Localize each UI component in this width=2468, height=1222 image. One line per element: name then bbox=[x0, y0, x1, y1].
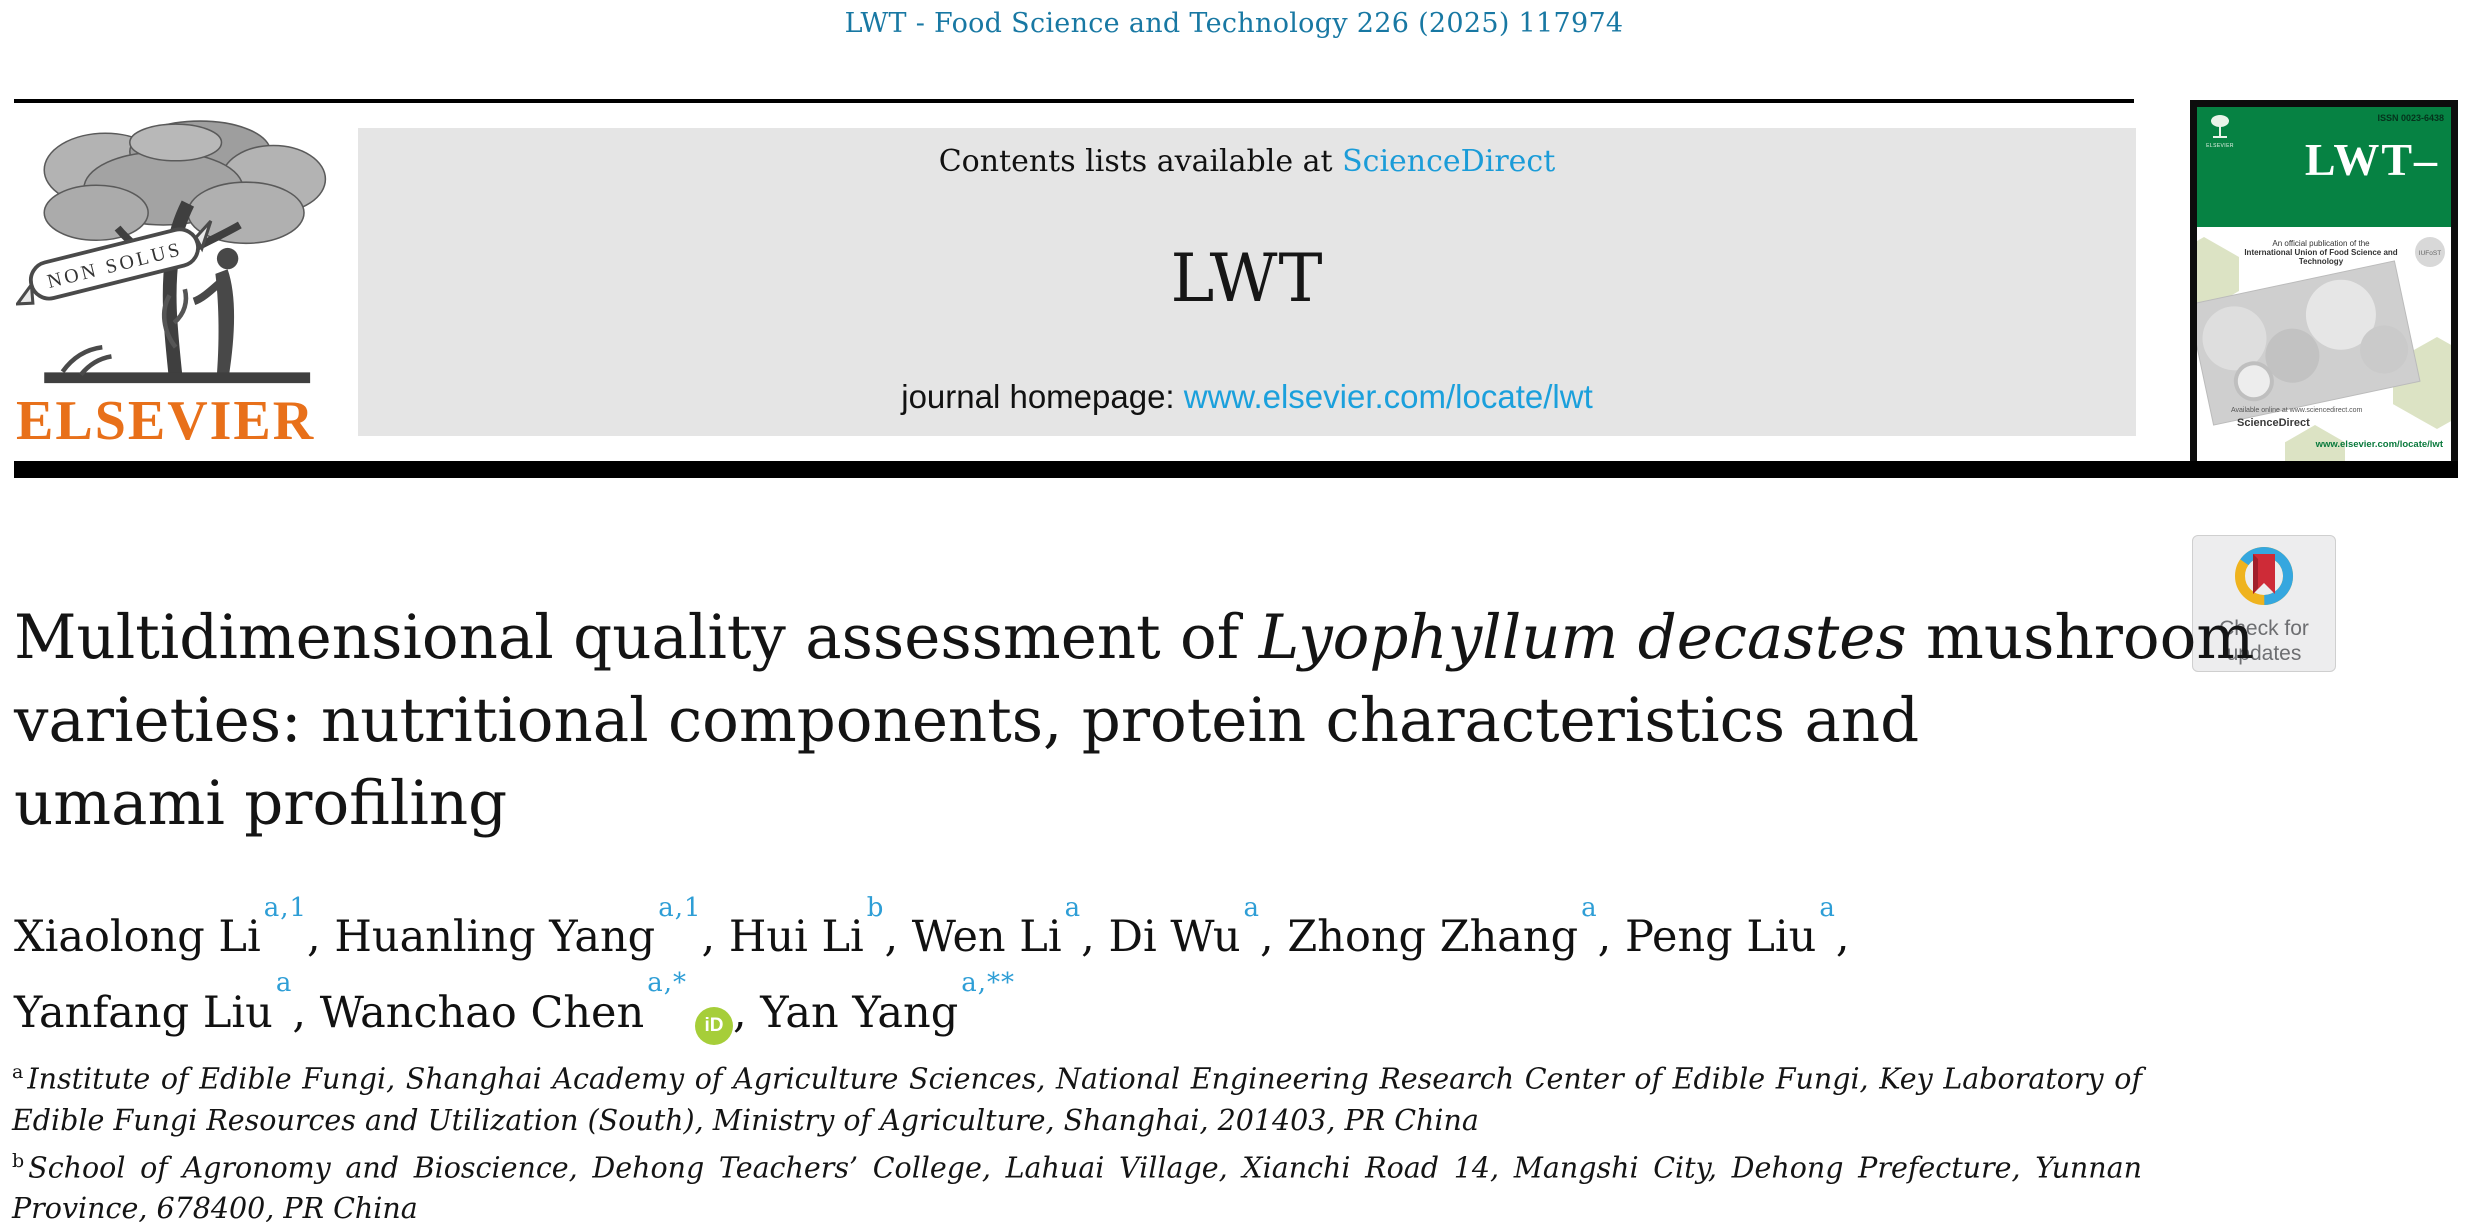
cover-url: www.elsevier.com/locate/lwt bbox=[2315, 439, 2443, 450]
author: Wen Lia, bbox=[911, 893, 1095, 963]
author-line-2: Yanfang Liua, Wanchao Chena,*iD, Yan Yan… bbox=[14, 968, 2454, 1045]
author-list: Xiaolong Lia,1, Huanling Yanga,1, Hui Li… bbox=[14, 893, 2454, 1046]
cover-header bbox=[2197, 107, 2451, 227]
check-for-updates-badge[interactable]: Check for updates bbox=[2192, 535, 2336, 672]
author-affil-marker: a,** bbox=[961, 968, 1016, 999]
author: Huanling Yanga,1, bbox=[334, 893, 716, 963]
cover-available-online: Available online at www.sciencedirect.co… bbox=[2231, 407, 2363, 414]
affiliation-text: Institute of Edible Fungi, Shanghai Acad… bbox=[12, 1062, 2142, 1137]
author-affil-marker: a bbox=[275, 968, 293, 999]
article-title: Multidimensional quality assessment of L… bbox=[14, 596, 2454, 845]
author-affil-marker: a,1 bbox=[658, 893, 702, 923]
author: Hui Lib, bbox=[728, 893, 899, 963]
affiliation-a: a Institute of Edible Fungi, Shanghai Aca… bbox=[12, 1052, 2142, 1141]
cover-note-line1: An official publication of the bbox=[2272, 239, 2370, 248]
author-affil-marker: a bbox=[1581, 893, 1598, 923]
affiliation-marker: b bbox=[12, 1149, 25, 1172]
cover-title: LWT– bbox=[2304, 134, 2439, 185]
author: Xiaolong Lia,1, bbox=[14, 893, 321, 963]
cover-elsevier-label: ELSEVIER bbox=[2206, 143, 2234, 149]
journal-name: LWT bbox=[1170, 240, 1324, 317]
author-affil-marker: a bbox=[1243, 893, 1261, 923]
homepage-line: journal homepage: www.elsevier.com/locat… bbox=[901, 378, 1593, 416]
check-for-updates-label: Check for updates bbox=[2219, 617, 2309, 665]
title-line-1: Multidimensional quality assessment of L… bbox=[14, 602, 2255, 673]
cover-sciencedirect: ScienceDirect bbox=[2237, 417, 2310, 429]
contents-prefix: Contents lists available at bbox=[938, 144, 1343, 179]
affiliation-text: School of Agronomy and Bioscience, Dehon… bbox=[12, 1151, 2142, 1222]
author-affil-marker: b bbox=[866, 893, 885, 923]
section-divider-bar bbox=[14, 461, 2458, 478]
affiliation-marker: a bbox=[12, 1061, 24, 1083]
author: Peng Liua, bbox=[1625, 893, 1850, 963]
journal-homepage-link[interactable]: www.elsevier.com/locate/lwt bbox=[1183, 378, 1593, 415]
contents-line: Contents lists available at ScienceDirec… bbox=[939, 144, 1556, 179]
author-affil-marker: a bbox=[1064, 893, 1082, 923]
cover-publication-note: An official publication of the Internati… bbox=[2223, 239, 2419, 266]
author-affil-marker: a,* bbox=[647, 968, 687, 999]
top-rule bbox=[14, 99, 2134, 103]
homepage-prefix: journal homepage: bbox=[901, 378, 1184, 415]
elsevier-logo[interactable]: NON SOLUS ELSEVIER bbox=[16, 118, 346, 453]
species-name-italic: Lyophyllum decastes bbox=[1258, 602, 1907, 673]
cover-issn: ISSN 0023-6438 bbox=[2377, 113, 2444, 123]
title-line-3: umami profiling bbox=[14, 768, 508, 839]
title-line-2: varieties: nutritional components, prote… bbox=[14, 685, 1920, 756]
cover-elsevier-mini-logo: ELSEVIER bbox=[2205, 113, 2235, 157]
iufost-logo: IUFoST bbox=[2415, 237, 2445, 267]
author: Yanfang Liua, bbox=[14, 968, 307, 1038]
affiliation-b: b School of Agronomy and Bioscience, Deho… bbox=[12, 1141, 2142, 1222]
journal-citation-link[interactable]: LWT - Food Science and Technology 226 (2… bbox=[844, 8, 1624, 39]
author: Wanchao Chena,*iD, bbox=[320, 968, 747, 1045]
journal-banner: Contents lists available at ScienceDirec… bbox=[358, 128, 2136, 436]
author-line-1: Xiaolong Lia,1, Huanling Yanga,1, Hui Li… bbox=[14, 893, 2454, 970]
orcid-icon[interactable]: iD bbox=[694, 1006, 733, 1045]
author: Di Wua, bbox=[1108, 893, 1274, 963]
sciencedirect-link[interactable]: ScienceDirect bbox=[1342, 144, 1556, 179]
affiliations: a Institute of Edible Fungi, Shanghai Aca… bbox=[12, 1052, 2142, 1222]
journal-cover-thumbnail[interactable]: ISSN 0023-6438 ELSEVIER LWT– Food Scienc… bbox=[2190, 100, 2458, 471]
author: Zhong Zhanga, bbox=[1287, 893, 1612, 963]
check-for-updates-icon bbox=[2235, 547, 2293, 605]
author-affil-marker: a,1 bbox=[263, 893, 308, 923]
elsevier-wordmark: ELSEVIER bbox=[16, 390, 316, 452]
author-affil-marker: a bbox=[1819, 893, 1836, 923]
author: Yan Yanga,** bbox=[760, 968, 1016, 1038]
cover-note-line2: International Union of Food Science and … bbox=[2244, 248, 2398, 266]
elsevier-tree-mini-icon bbox=[2211, 115, 2229, 138]
elsevier-tree-icon: NON SOLUS bbox=[16, 120, 327, 384]
